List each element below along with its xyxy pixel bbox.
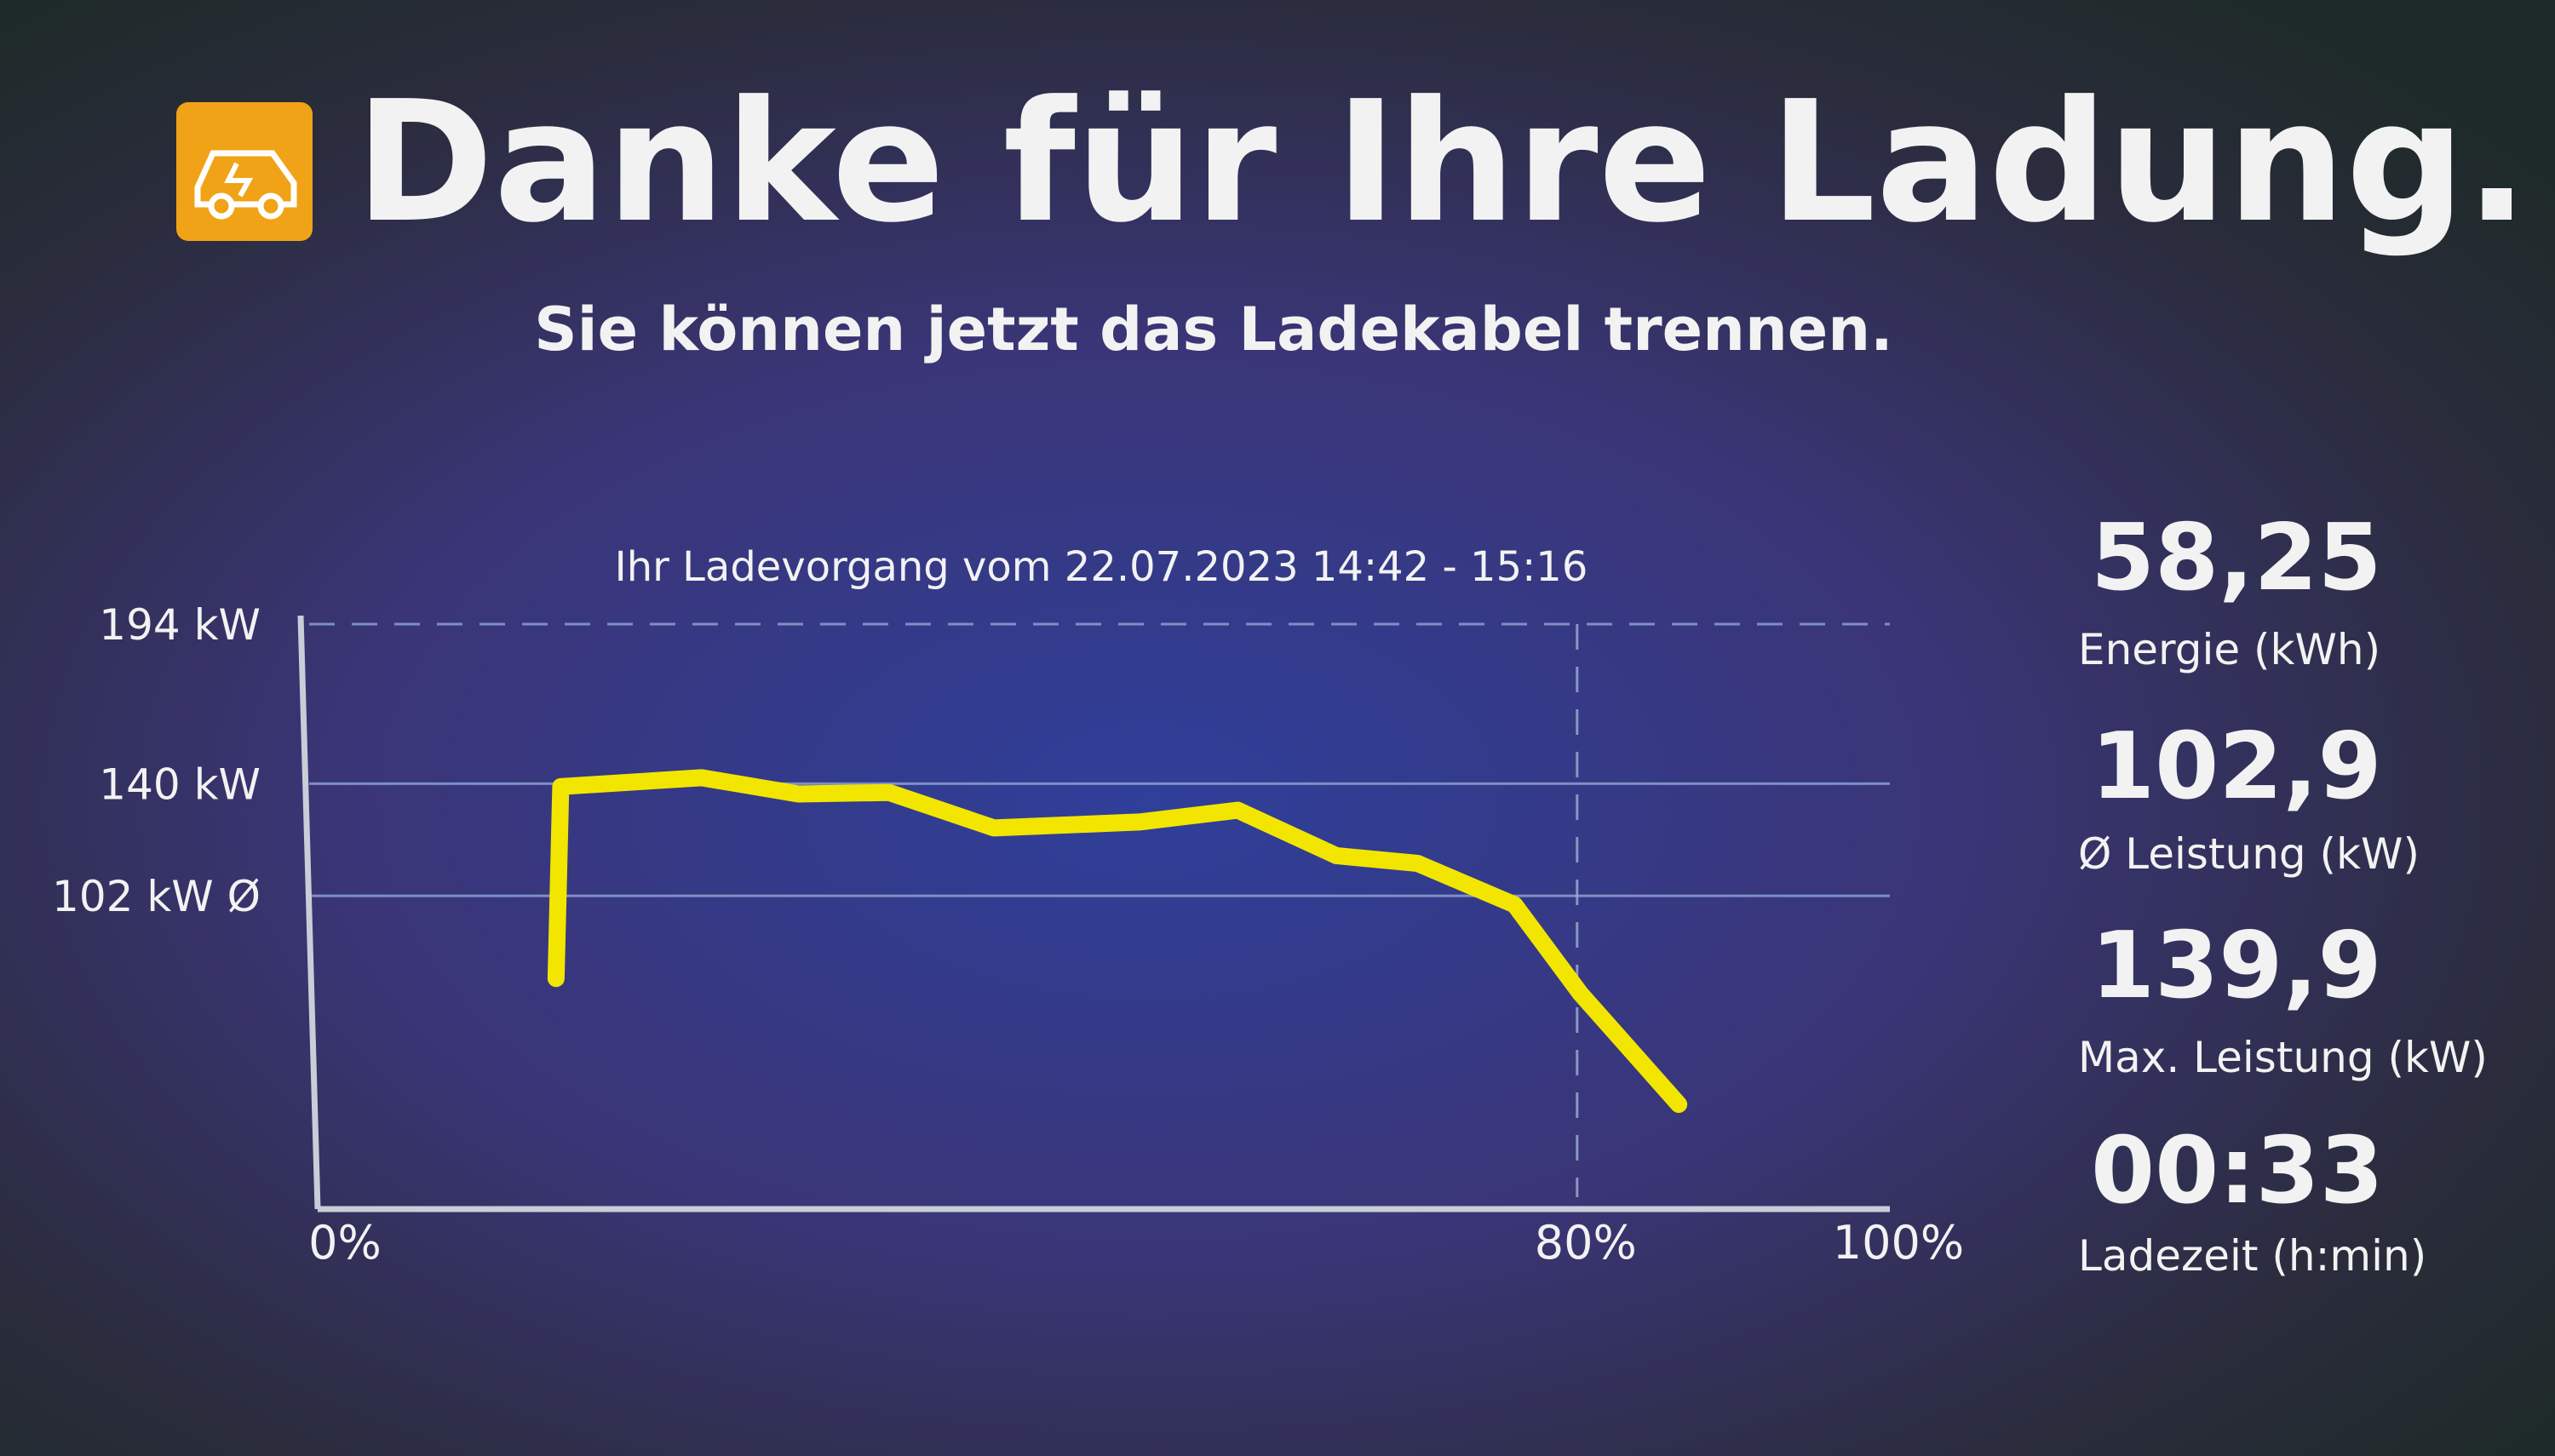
stat-value: 139,9 bbox=[2091, 913, 2382, 1019]
title: Danke für Ihre Ladung. bbox=[355, 66, 2529, 260]
y-tick-label: 194 kW bbox=[99, 600, 261, 650]
stats: 58,25 Energie (kWh) 102,9 Ø Leistung (kW) 13… bbox=[2078, 505, 2488, 1281]
x-tick-label: 100% bbox=[1833, 1216, 1964, 1270]
stat-value: 102,9 bbox=[2091, 714, 2382, 820]
stat-label: Max. Leistung (kW) bbox=[2078, 1033, 2488, 1082]
stat-value: 00:33 bbox=[2091, 1118, 2384, 1224]
stat-label: Energie (kWh) bbox=[2078, 625, 2380, 674]
y-tick-label: 140 kW bbox=[99, 760, 261, 809]
charge-curve bbox=[547, 769, 1688, 1114]
y-tick-label: 102 kW Ø bbox=[52, 872, 261, 921]
charge-icon bbox=[176, 102, 313, 241]
stat-label: Ladezeit (h:min) bbox=[2078, 1231, 2426, 1281]
x-tick-label: 80% bbox=[1535, 1216, 1637, 1270]
stat-label: Ø Leistung (kW) bbox=[2078, 829, 2420, 879]
y-axis bbox=[297, 615, 321, 1210]
chart-title: Ihr Ladevorgang vom 22.07.2023 14:42 - 1… bbox=[615, 543, 1588, 591]
x-tick-label: 0% bbox=[308, 1216, 382, 1270]
stat-value: 58,25 bbox=[2091, 505, 2382, 611]
subtitle: Sie können jetzt das Ladekabel trennen. bbox=[534, 295, 1892, 364]
